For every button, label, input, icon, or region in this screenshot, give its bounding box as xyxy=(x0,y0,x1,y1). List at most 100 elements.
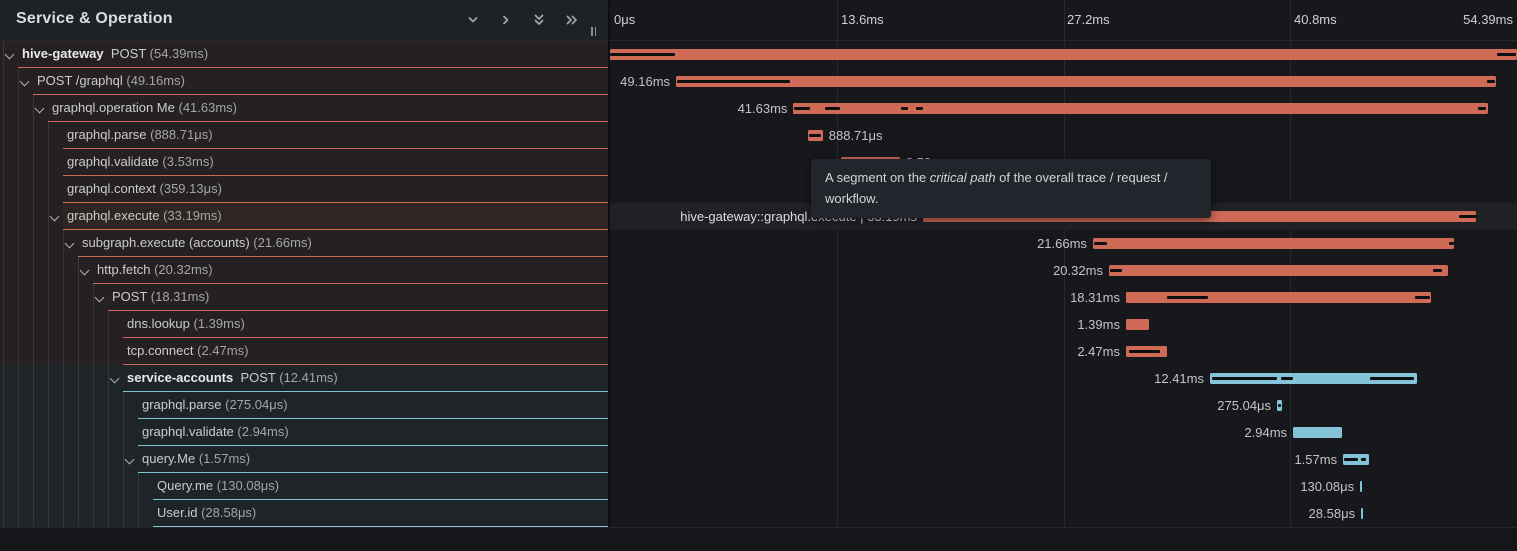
indent-guide xyxy=(18,230,19,257)
span-row-left[interactable]: subgraph.execute (accounts) (21.66ms) xyxy=(0,230,608,257)
critical-path-segment xyxy=(1211,377,1278,380)
span-row-timeline[interactable]: 1.39ms xyxy=(610,311,1517,338)
span-name[interactable]: graphql.validate (2.94ms) xyxy=(138,419,608,446)
span-name[interactable]: hive-gateway POST (54.39ms) xyxy=(18,41,608,68)
span-row-left[interactable]: graphql.parse (888.71μs) xyxy=(0,122,608,149)
span-row-timeline[interactable]: 1.57ms xyxy=(610,446,1517,473)
span-name[interactable]: subgraph.execute (accounts) (21.66ms) xyxy=(78,230,608,257)
span-bar[interactable] xyxy=(1125,319,1150,330)
span-name[interactable]: graphql.execute (33.19ms) xyxy=(63,203,608,230)
span-row-timeline[interactable]: 12.41ms xyxy=(610,365,1517,392)
span-row-left[interactable]: graphql.parse (275.04μs) xyxy=(0,392,608,419)
span-row-left[interactable]: graphql.validate (3.53ms) xyxy=(0,149,608,176)
span-row-timeline[interactable] xyxy=(610,41,1517,68)
collapse-all-icon[interactable] xyxy=(531,12,547,28)
span-row-timeline[interactable]: 2.47ms xyxy=(610,338,1517,365)
span-row-left[interactable]: tcp.connect (2.47ms) xyxy=(0,338,608,365)
span-bar[interactable] xyxy=(1125,292,1432,303)
span-row-left[interactable]: User.id (28.58μs) xyxy=(0,500,608,527)
span-row-timeline[interactable]: 21.66ms xyxy=(610,230,1517,257)
span-name[interactable]: dns.lookup (1.39ms) xyxy=(123,311,608,338)
indent-guide xyxy=(33,392,34,419)
span-row-timeline[interactable]: 41.63ms xyxy=(610,95,1517,122)
indent-guide xyxy=(33,419,34,446)
span-row-left[interactable]: POST (18.31ms) xyxy=(0,284,608,311)
span-name[interactable]: Query.me (130.08μs) xyxy=(153,473,608,500)
span-bar[interactable] xyxy=(1293,427,1343,438)
span-name[interactable]: User.id (28.58μs) xyxy=(153,500,608,527)
chevron-down-icon[interactable] xyxy=(79,265,90,276)
span-name[interactable]: service-accounts POST (12.41ms) xyxy=(123,365,608,392)
chevron-down-icon[interactable] xyxy=(49,211,60,222)
indent-guide xyxy=(3,419,4,446)
expand-one-icon[interactable] xyxy=(498,12,514,28)
span-row-left[interactable]: hive-gateway POST (54.39ms) xyxy=(0,41,608,68)
collapse-one-icon[interactable] xyxy=(465,12,481,28)
chevron-down-icon[interactable] xyxy=(4,49,15,60)
span-row-left[interactable]: graphql.operation Me (41.63ms) xyxy=(0,95,608,122)
span-bar[interactable] xyxy=(1092,238,1455,249)
span-name[interactable]: graphql.context (359.13μs) xyxy=(63,176,608,203)
indent-guide xyxy=(93,419,94,446)
span-row-timeline[interactable]: 20.32ms xyxy=(610,257,1517,284)
span-row-timeline[interactable]: 888.71μs xyxy=(610,122,1517,149)
indent-guide xyxy=(48,284,49,311)
span-bar[interactable] xyxy=(1108,265,1448,276)
span-bar[interactable] xyxy=(610,49,1517,60)
span-bar[interactable] xyxy=(793,103,1488,114)
span-duration: (21.66ms) xyxy=(253,235,312,250)
column-divider[interactable] xyxy=(608,0,610,527)
span-row-left[interactable]: POST /graphql (49.16ms) xyxy=(0,68,608,95)
indent-guide xyxy=(33,311,34,338)
span-row-timeline[interactable]: 49.16ms xyxy=(610,68,1517,95)
span-name[interactable]: graphql.operation Me (41.63ms) xyxy=(48,95,608,122)
span-name[interactable]: http.fetch (20.32ms) xyxy=(93,257,608,284)
tree-controls xyxy=(465,12,580,28)
span-row-left[interactable]: query.Me (1.57ms) xyxy=(0,446,608,473)
expand-all-icon[interactable] xyxy=(564,12,580,28)
indent-guide xyxy=(3,392,4,419)
timeline-axis: 0μs 13.6ms 27.2ms 40.8ms 54.39ms xyxy=(610,0,1517,41)
span-name[interactable]: graphql.validate (3.53ms) xyxy=(63,149,608,176)
span-name[interactable]: graphql.parse (888.71μs) xyxy=(63,122,608,149)
indent-guide xyxy=(78,419,79,446)
span-duration-label: 1.39ms xyxy=(1077,317,1120,332)
span-row-timeline[interactable]: 18.31ms xyxy=(610,284,1517,311)
span-row-left[interactable]: service-accounts POST (12.41ms) xyxy=(0,365,608,392)
span-bar[interactable] xyxy=(676,76,1496,87)
tooltip-arrow xyxy=(1002,206,1016,213)
critical-path-segment xyxy=(1370,377,1414,380)
span-row-left[interactable]: graphql.validate (2.94ms) xyxy=(0,419,608,446)
span-row-left[interactable]: graphql.execute (33.19ms) xyxy=(0,203,608,230)
chevron-down-icon[interactable] xyxy=(64,238,75,249)
span-bar[interactable] xyxy=(1360,481,1363,492)
span-row-left[interactable]: dns.lookup (1.39ms) xyxy=(0,311,608,338)
indent-guide xyxy=(108,365,109,392)
span-name[interactable]: POST (18.31ms) xyxy=(108,284,608,311)
indent-guide xyxy=(93,311,94,338)
span-name[interactable]: tcp.connect (2.47ms) xyxy=(123,338,608,365)
chevron-down-icon[interactable] xyxy=(124,454,135,465)
span-bar[interactable] xyxy=(1209,373,1417,384)
span-duration-label: 2.47ms xyxy=(1077,344,1120,359)
span-row-left[interactable]: http.fetch (20.32ms) xyxy=(0,257,608,284)
chevron-down-icon[interactable] xyxy=(109,373,120,384)
span-row-left[interactable]: Query.me (130.08μs) xyxy=(0,473,608,500)
span-name[interactable]: graphql.parse (275.04μs) xyxy=(138,392,608,419)
span-name[interactable]: POST /graphql (49.16ms) xyxy=(33,68,608,95)
indent-guide xyxy=(63,230,64,257)
span-row-timeline[interactable]: 275.04μs xyxy=(610,392,1517,419)
chevron-down-icon[interactable] xyxy=(34,103,45,114)
chevron-down-icon[interactable] xyxy=(19,76,30,87)
indent-guide xyxy=(63,338,64,365)
span-row-left[interactable]: graphql.context (359.13μs) xyxy=(0,176,608,203)
span-row-timeline[interactable]: 28.58μs xyxy=(610,500,1517,527)
span-row-timeline[interactable]: 2.94ms xyxy=(610,419,1517,446)
span-bar[interactable] xyxy=(1361,508,1364,519)
critical-path-tooltip: A segment on the critical path of the ov… xyxy=(811,159,1211,218)
span-name[interactable]: query.Me (1.57ms) xyxy=(138,446,608,473)
column-resize-grip[interactable] xyxy=(591,27,596,36)
span-row-timeline[interactable]: 130.08μs xyxy=(610,473,1517,500)
indent-guide xyxy=(78,446,79,473)
chevron-down-icon[interactable] xyxy=(94,292,105,303)
